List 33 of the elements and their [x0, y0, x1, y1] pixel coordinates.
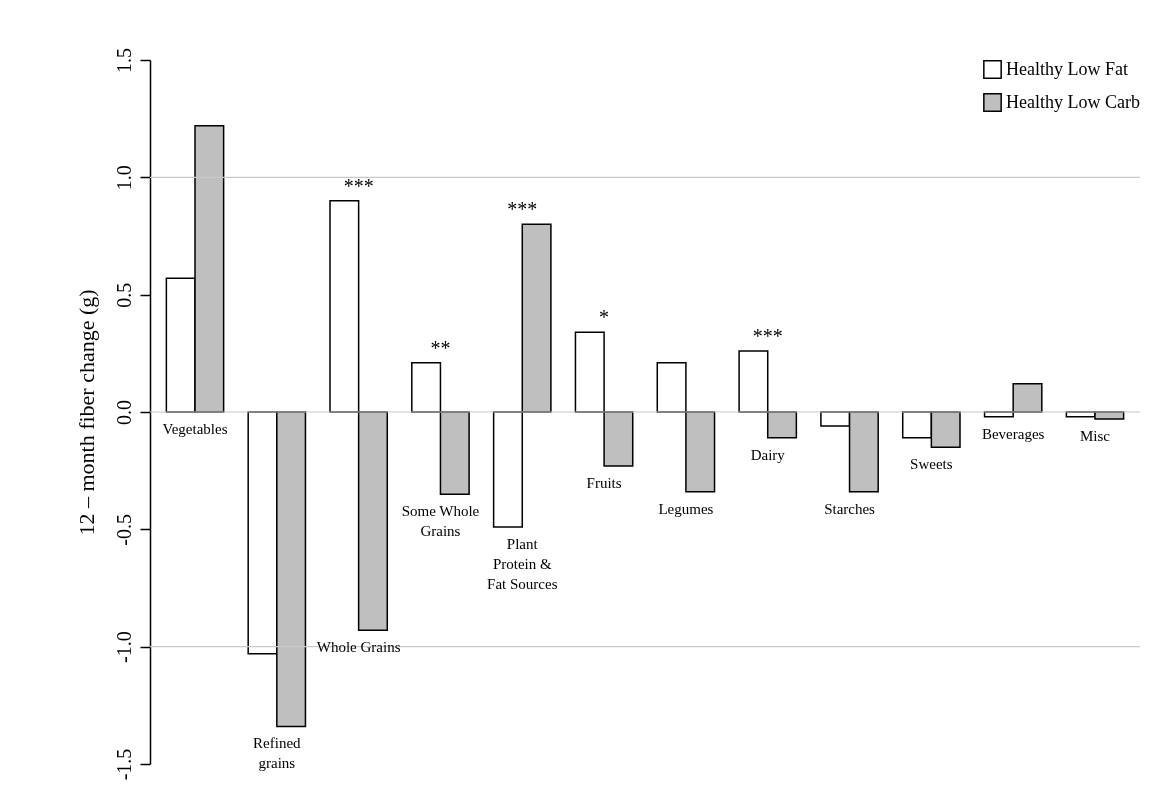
y-tick-label: 0.0	[112, 400, 135, 425]
legend-label: Healthy Low Carb	[1006, 91, 1140, 112]
bar	[492, 411, 524, 528]
y-tick-label: -1.5	[112, 748, 135, 781]
x-tick-label: Beverages	[981, 425, 1045, 442]
annotation: ***	[752, 324, 783, 347]
x-tick-label: Starches	[824, 500, 876, 517]
y-tick-label: 1.0	[112, 165, 135, 191]
x-tick-label: Legumes	[658, 500, 714, 517]
y-tick-label: -1.0	[112, 631, 135, 663]
bar	[656, 361, 687, 413]
annotation: ***	[343, 174, 374, 197]
x-tick-label: Misc	[1080, 428, 1111, 445]
x-tick-label: Dairy	[750, 446, 786, 463]
x-tick-label: Sweets	[910, 456, 953, 473]
annotation: ***	[507, 198, 538, 221]
y-tick-label: 1.5	[112, 48, 135, 73]
x-tick-label: Whole Grains	[316, 639, 401, 656]
x-tick-label: Fruits	[586, 474, 622, 491]
legend-label: Healthy Low Fat	[1006, 58, 1128, 79]
annotation: **	[430, 336, 451, 359]
bar	[329, 200, 360, 413]
bar	[738, 350, 769, 413]
y-axis-title: 12 – month fiber change (g)	[73, 289, 99, 536]
x-tick-label: Plant Protein & Fat Sources	[487, 535, 558, 592]
bar	[574, 331, 605, 413]
x-tick-label: Vegetables	[162, 421, 228, 437]
x-tick-label: Some Whole Grains	[401, 503, 480, 540]
y-tick-label: 0.5	[112, 282, 135, 308]
x-tick-label: Refined grains	[253, 735, 302, 772]
annotation: *	[599, 306, 610, 329]
bar	[411, 361, 442, 413]
y-tick-label: -0.5	[112, 514, 135, 546]
